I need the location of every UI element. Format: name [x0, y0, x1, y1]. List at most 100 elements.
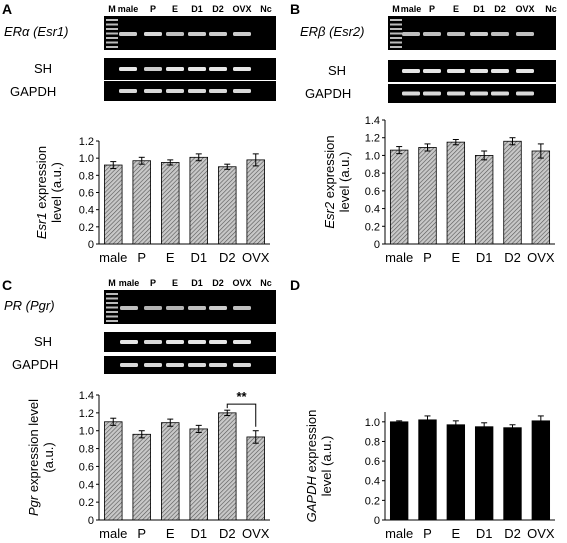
gel-band	[188, 363, 206, 367]
gel-row-label: ERβ (Esr2)	[300, 24, 365, 39]
ladder-band	[106, 41, 118, 44]
gel-band	[144, 340, 162, 344]
lane-header: M	[108, 278, 116, 288]
y-axis-label-part: Esr2	[322, 201, 337, 229]
ladder-band	[106, 311, 118, 313]
ladder-band	[106, 28, 118, 30]
category-label: P	[137, 250, 146, 265]
gel-band	[188, 340, 206, 344]
category-label: D2	[504, 250, 521, 265]
gel-band	[233, 306, 251, 310]
y-tick-label: 0.2	[79, 497, 94, 509]
bar	[531, 420, 551, 521]
category-label: OVX	[527, 250, 555, 265]
gel-row: SH	[328, 60, 556, 82]
ladder-band	[106, 37, 118, 39]
significance-label: **	[236, 389, 247, 404]
category-label: E	[451, 526, 460, 541]
ladder-band	[106, 46, 118, 48]
gel-row: PR (Pgr)	[4, 290, 276, 324]
category-label: P	[423, 250, 432, 265]
y-tick-label: 0.6	[365, 456, 380, 468]
bar	[474, 426, 494, 521]
category-label: D2	[504, 526, 521, 541]
ladder-band	[390, 37, 402, 39]
lane-header: OVX	[232, 4, 251, 14]
category-label: E	[166, 250, 175, 265]
y-tick-label: 0.6	[79, 461, 94, 473]
y-tick-label: 0	[88, 515, 94, 527]
y-tick-label: 0	[88, 239, 94, 251]
y-tick-label: 0.4	[79, 479, 94, 491]
y-tick-label: 1.2	[365, 133, 380, 145]
gel-row-label: ERα (Esr1)	[4, 24, 68, 39]
y-axis-label-part: level (a.u.)	[337, 152, 352, 213]
ladder-band	[106, 306, 118, 309]
y-axis-label-part: Esr1	[34, 212, 49, 239]
ladder-band	[106, 302, 118, 304]
bar	[218, 412, 237, 521]
category-label: D1	[190, 526, 207, 541]
y-tick-label: 1.0	[365, 417, 380, 429]
bar	[503, 427, 522, 521]
y-axis-label-line: level (a.u.)	[319, 436, 334, 497]
gel-band	[188, 89, 206, 93]
bar-chart: 0 0.2 0.4 0.6 0.8 1.0 1.2 male P E D1 D2 OVX Esr1 exp…	[34, 136, 270, 265]
gel-row: SH	[34, 332, 276, 352]
y-axis-label-part: GAPDH	[304, 476, 319, 523]
y-tick-label: 0.4	[365, 476, 380, 488]
gel-band	[144, 363, 162, 367]
gel-row-label: GAPDH	[10, 84, 56, 99]
gel-band	[119, 67, 137, 71]
lane-header: P	[429, 4, 435, 14]
category-label: E	[451, 250, 460, 265]
gel-band	[516, 91, 534, 96]
gel-row-label: SH	[34, 334, 52, 349]
y-axis-label: Esr2 expression level (a.u.)	[322, 135, 352, 228]
gel-band	[144, 306, 162, 310]
panel-letter: A	[2, 1, 12, 17]
ladder-band	[390, 32, 402, 35]
gel-band	[491, 32, 509, 36]
lane-header: male	[119, 278, 140, 288]
y-tick-label: 0.2	[79, 222, 94, 234]
lane-header: D2	[212, 4, 224, 14]
ladder-band	[390, 23, 402, 26]
gel-band	[447, 32, 465, 36]
y-axis-label-part: expression level	[26, 399, 41, 496]
bar	[474, 155, 494, 245]
bar	[418, 147, 437, 245]
y-axis-label-line: GAPDH expression	[304, 410, 319, 523]
y-tick-label: 0.8	[79, 170, 94, 182]
gel-row-label: GAPDH	[305, 86, 351, 101]
bar	[418, 419, 437, 521]
gel-band	[209, 306, 227, 310]
bar-chart: 0 0.2 0.4 0.6 0.8 1.0 1.2 1.4 male P E D1 D2 OVX ** Pgr…	[26, 389, 270, 541]
y-axis-label-part: level (a.u.)	[49, 162, 64, 223]
gel-band	[188, 67, 206, 71]
lane-header: D1	[191, 4, 203, 14]
bar	[446, 141, 466, 245]
bar	[531, 150, 551, 245]
y-axis-label: Pgr expression level (a.u.)	[26, 399, 56, 516]
gel-row: SH	[34, 58, 276, 80]
gel-band	[233, 340, 251, 344]
gel-band	[166, 363, 184, 367]
ladder-band	[106, 297, 118, 300]
lane-header: male	[401, 4, 422, 14]
lane-header: Nc	[260, 278, 272, 288]
y-axis-label-line: Esr1 expression	[34, 146, 49, 239]
significance-bracket	[226, 403, 257, 427]
y-tick-label: 0.8	[365, 436, 380, 448]
lane-header: OVX	[232, 278, 251, 288]
lane-header: E	[172, 4, 178, 14]
lane-header: P	[150, 278, 156, 288]
gel-band	[209, 340, 227, 344]
lane-header: D2	[494, 4, 506, 14]
gel-band	[491, 69, 509, 73]
category-label: P	[423, 526, 432, 541]
y-tick-label: 0.6	[365, 186, 380, 198]
gel-band	[233, 32, 251, 36]
gel-row: GAPDH	[10, 81, 276, 101]
